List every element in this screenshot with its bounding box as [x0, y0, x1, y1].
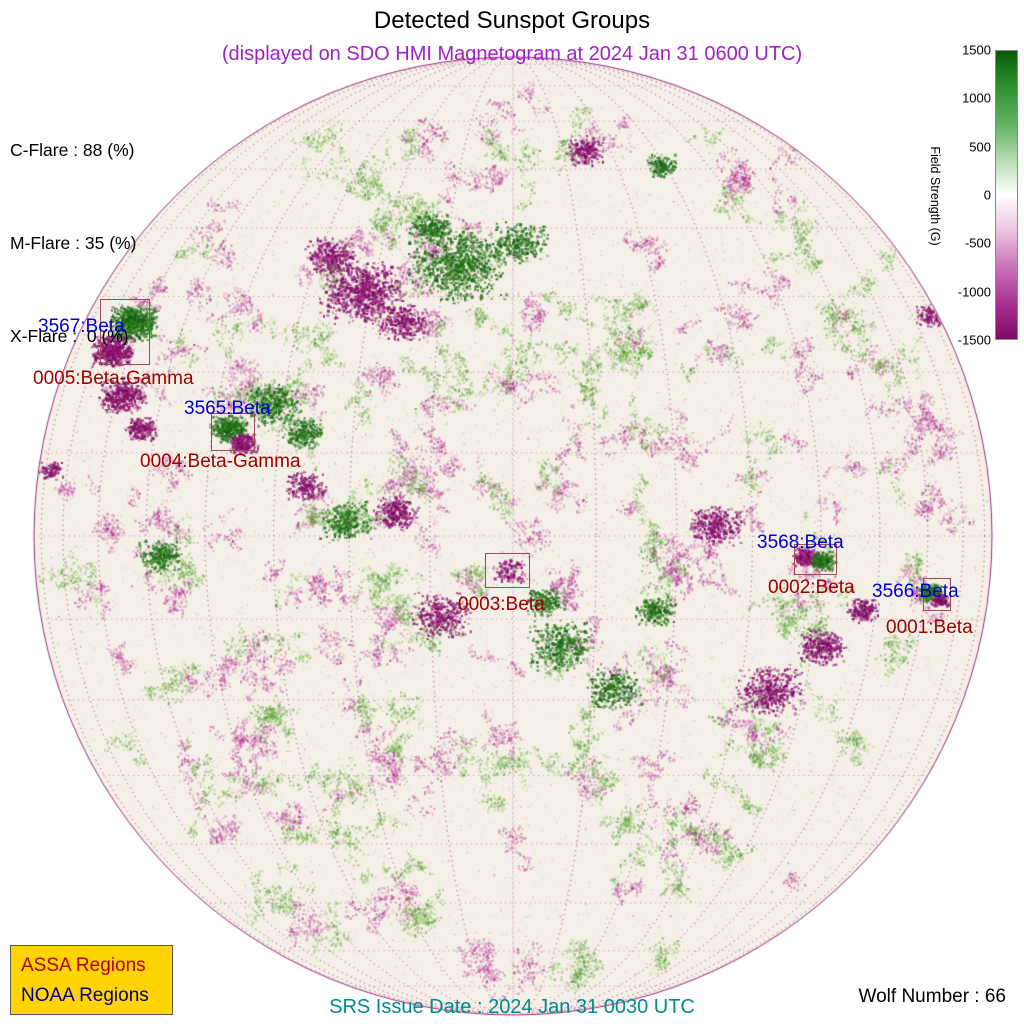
assa-region-label: 0005:Beta-Gamma	[33, 368, 194, 389]
noaa-region-label: 3567:Beta	[38, 316, 125, 337]
colorbar-tick-label: 1000	[962, 90, 991, 106]
figure-subtitle: (displayed on SDO HMI Magnetogram at 202…	[221, 43, 803, 65]
colorbar-gradient	[995, 50, 1018, 340]
colorbar-tick-label: -1000	[957, 284, 991, 300]
sunspot-region-box	[794, 544, 837, 575]
x-flare-probability: X-Flare : 0 (%)	[10, 326, 129, 346]
noaa-region-label: 3566:Beta	[872, 581, 959, 602]
colorbar-tick-label: 1500	[962, 42, 991, 58]
region-legend: ASSA Regions NOAA Regions	[10, 945, 173, 1015]
assa-region-label: 0001:Beta	[886, 617, 973, 638]
assa-region-label: 0003:Beta	[458, 594, 545, 615]
sunspot-region-box	[211, 413, 255, 451]
legend-assa-label: ASSA Regions	[21, 955, 146, 976]
m-flare-probability: M-Flare : 35 (%)	[10, 233, 137, 253]
colorbar-tick-label: -1500	[957, 332, 991, 348]
srs-issue-date: SRS Issue Date : 2024 Jan 31 0030 UTC	[329, 996, 695, 1018]
sunspot-region-box	[485, 553, 530, 588]
colorbar-tick-label: 500	[969, 139, 991, 155]
colorbar-tick-label: 0	[983, 187, 991, 203]
colorbar-tick-label: -500	[964, 235, 991, 251]
flare-probabilities: C-Flare : 88 (%) M-Flare : 35 (%) X-Flar…	[10, 73, 136, 414]
figure-title: Detected Sunspot Groups	[373, 7, 651, 34]
sunspot-region-box	[923, 578, 951, 611]
assa-region-label: 0002:Beta	[768, 577, 855, 598]
c-flare-probability: C-Flare : 88 (%)	[10, 140, 135, 160]
wolf-number: Wolf Number : 66	[858, 986, 1006, 1007]
colorbar-axis-label: Field Strength (G)	[928, 146, 942, 246]
legend-noaa-label: NOAA Regions	[21, 985, 149, 1006]
noaa-region-label: 3568:Beta	[757, 532, 844, 553]
assa-region-label: 0004:Beta-Gamma	[140, 451, 301, 472]
noaa-region-label: 3565:Beta	[184, 398, 271, 419]
sunspot-region-box	[100, 299, 150, 365]
